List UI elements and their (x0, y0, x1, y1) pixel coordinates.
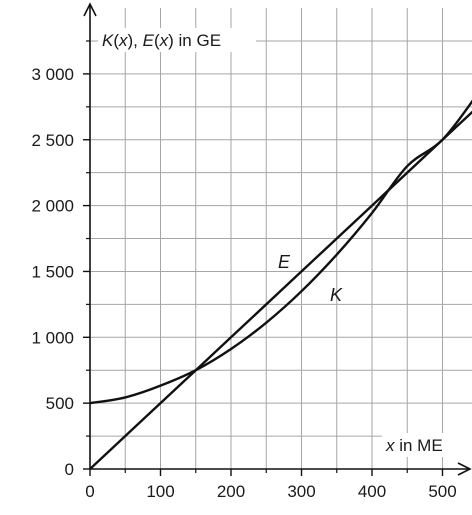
x-tick-label: 400 (358, 482, 386, 501)
y-axis-label-bg (98, 28, 256, 52)
y-axis-arrow-icon (83, 2, 97, 17)
y-tick-label: 500 (46, 394, 74, 413)
x-tick-label: 300 (287, 482, 315, 501)
y-tick-label: 3 000 (31, 65, 74, 84)
x-tick-label: 200 (217, 482, 245, 501)
y-tick-label: 2 500 (31, 131, 74, 150)
grid (90, 8, 472, 469)
series-line-E (89, 110, 472, 470)
x-tick-label: 100 (146, 482, 174, 501)
labels: 0 100 200 300 400 500 0 500 1 000 1 500 2 000 2 500… (31, 28, 472, 501)
y-tick-label: 0 (65, 460, 74, 479)
x-axis-label-bg (382, 433, 472, 457)
y-tick-label: 2 000 (31, 197, 74, 216)
x-axis-label: x in ME (385, 436, 443, 455)
x-tick-label: 500 (428, 482, 456, 501)
x-axis-arrow-icon (457, 462, 472, 476)
series-label-K: K (330, 285, 343, 305)
axes (83, 2, 472, 476)
series-label-E: E (278, 252, 291, 272)
curves (89, 99, 472, 470)
series-line-K (89, 99, 472, 405)
y-tick-label: 1 500 (31, 262, 74, 281)
y-axis-label: K(x), E(x) in GE (102, 31, 221, 50)
x-tick-label: 0 (85, 482, 94, 501)
y-tick-label: 1 000 (31, 328, 74, 347)
